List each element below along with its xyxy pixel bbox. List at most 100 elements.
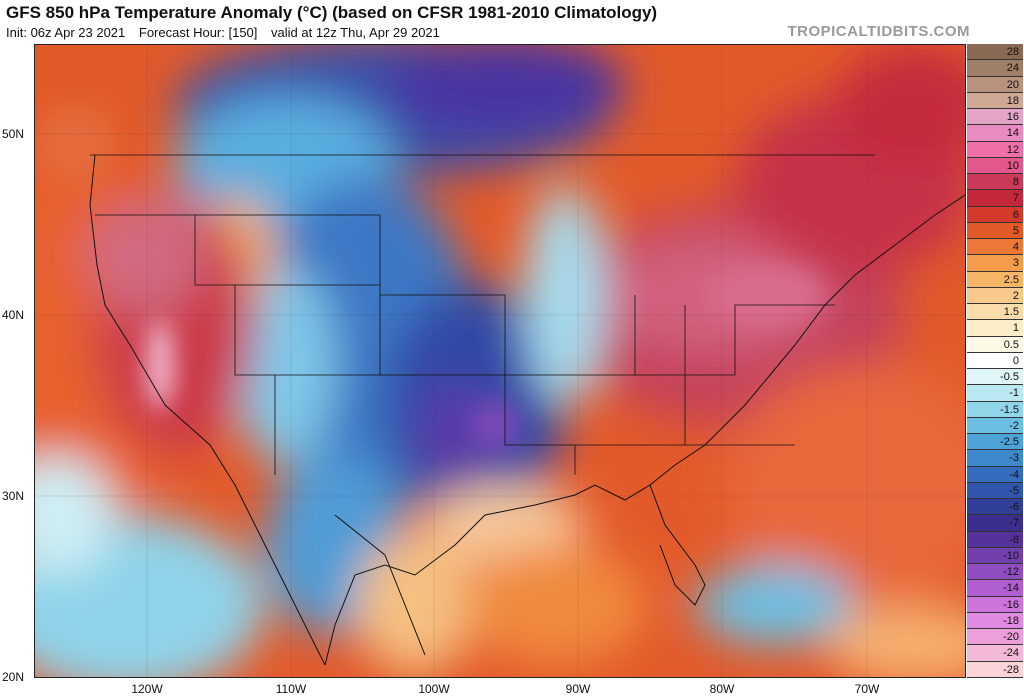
colorbar-level: 4 bbox=[967, 239, 1023, 256]
colorbar-level: 8 bbox=[967, 174, 1023, 191]
colorbar-label: 6 bbox=[1012, 208, 1019, 221]
coastline bbox=[89, 154, 965, 666]
colorbar-level: 0 bbox=[967, 352, 1023, 370]
colorbar-level: -1 bbox=[967, 385, 1023, 402]
colorbar-label: -8 bbox=[1009, 533, 1019, 546]
colorbar-level: -4 bbox=[967, 466, 1023, 483]
colorbar-label: -6 bbox=[1009, 501, 1019, 514]
colorbar-level: -20 bbox=[967, 629, 1023, 646]
colorbar-level: 14 bbox=[967, 125, 1023, 142]
colorbar-level: 2 bbox=[967, 287, 1023, 305]
colorbar-label: 2.5 bbox=[1003, 273, 1019, 286]
colorbar-level: -7 bbox=[967, 515, 1023, 532]
colorbar-level: 3 bbox=[967, 255, 1023, 272]
colorbar-level: 16 bbox=[967, 109, 1023, 126]
colorbar-label: 1.5 bbox=[1003, 306, 1019, 319]
colorbar-level: 1 bbox=[967, 320, 1023, 337]
colorbar-label: 24 bbox=[1006, 62, 1019, 75]
colorbar-level: -18 bbox=[967, 612, 1023, 630]
forecast-hour: Forecast Hour: [150] bbox=[138, 25, 258, 40]
colorbar-label: -14 bbox=[1003, 582, 1019, 595]
colorbar-label: -1 bbox=[1009, 387, 1019, 400]
colorbar-level: 0.5 bbox=[967, 336, 1023, 353]
colorbar-level: 5 bbox=[967, 222, 1023, 240]
colorbar-level: 18 bbox=[967, 92, 1023, 110]
colorbar-label: 12 bbox=[1006, 143, 1019, 156]
colorbar-level: 10 bbox=[967, 157, 1023, 175]
colorbar-level: -8 bbox=[967, 531, 1023, 548]
chart-subtitle: Init: 06z Apr 23 2021 Forecast Hour: [15… bbox=[6, 25, 450, 40]
graticule bbox=[35, 45, 965, 677]
colorbar-level: -1.5 bbox=[967, 401, 1023, 418]
colorbar-legend: 28 24 20 18 16 14 12 10 8 7 6 5 4 3 2.5 2 1.5 1 0.5 0 -0.5 -1… bbox=[967, 44, 1023, 678]
init-time: Init: 06z Apr 23 2021 bbox=[6, 25, 126, 40]
colorbar-level: 1.5 bbox=[967, 304, 1023, 321]
colorbar-label: -3 bbox=[1009, 452, 1019, 465]
colorbar-label: -2.5 bbox=[1000, 436, 1019, 449]
colorbar-label: -24 bbox=[1003, 647, 1019, 660]
colorbar-level: -14 bbox=[967, 580, 1023, 597]
colorbar-level: 2.5 bbox=[967, 271, 1023, 288]
colorbar-label: 28 bbox=[1006, 46, 1019, 58]
lon-label-80w: 80W bbox=[709, 682, 735, 696]
colorbar-label: 7 bbox=[1012, 192, 1019, 205]
colorbar-label: 3 bbox=[1012, 257, 1019, 270]
colorbar-level: -2.5 bbox=[967, 434, 1023, 451]
lon-label-120w: 120W bbox=[131, 682, 163, 696]
colorbar-label: -4 bbox=[1009, 468, 1019, 481]
lon-label-90w: 90W bbox=[565, 682, 591, 696]
colorbar-label: -18 bbox=[1003, 614, 1019, 627]
colorbar-label: 0 bbox=[1012, 354, 1019, 367]
colorbar-level: 7 bbox=[967, 190, 1023, 207]
colorbar-level: -16 bbox=[967, 596, 1023, 613]
lon-label-110w: 110W bbox=[275, 682, 307, 696]
colorbar-label: 16 bbox=[1006, 111, 1019, 124]
colorbar-level: -0.5 bbox=[967, 369, 1023, 386]
colorbar-level: 28 bbox=[967, 44, 1023, 61]
lat-label-30n: 30N bbox=[2, 489, 25, 503]
colorbar-level: 20 bbox=[967, 76, 1023, 93]
colorbar-label: -12 bbox=[1003, 566, 1019, 579]
lat-label-50n: 50N bbox=[2, 127, 25, 141]
colorbar-label: 18 bbox=[1006, 94, 1019, 107]
colorbar-level: -3 bbox=[967, 450, 1023, 467]
colorbar-level: -2 bbox=[967, 417, 1023, 435]
colorbar-label: 1 bbox=[1012, 322, 1019, 335]
colorbar-level: -24 bbox=[967, 645, 1023, 662]
colorbar-label: -0.5 bbox=[1000, 371, 1019, 384]
lon-label-70w: 70W bbox=[854, 682, 880, 696]
colorbar-label: 8 bbox=[1012, 176, 1019, 189]
colorbar-label: -28 bbox=[1003, 663, 1019, 676]
colorbar-label: -1.5 bbox=[1000, 403, 1019, 416]
lat-label-20n: 20N bbox=[2, 670, 25, 684]
state-borders bbox=[90, 154, 875, 475]
watermark: TROPICALTIDBITS.COM bbox=[787, 23, 970, 40]
lon-label-100w: 100W bbox=[418, 682, 450, 696]
colorbar-level: 12 bbox=[967, 141, 1023, 158]
valid-time: valid at 12z Thu, Apr 29 2021 bbox=[271, 25, 440, 40]
colorbar-level: 24 bbox=[967, 60, 1023, 77]
colorbar-label: -10 bbox=[1003, 549, 1019, 562]
colorbar-label: 14 bbox=[1006, 127, 1019, 140]
colorbar-label: -16 bbox=[1003, 598, 1019, 611]
colorbar-level: -12 bbox=[967, 564, 1023, 581]
colorbar-label: 4 bbox=[1012, 241, 1019, 254]
colorbar-label: -2 bbox=[1009, 419, 1019, 432]
anomaly-map[interactable] bbox=[34, 44, 966, 678]
map-canvas bbox=[35, 45, 965, 677]
lat-label-40n: 40N bbox=[2, 308, 25, 322]
colorbar-label: -5 bbox=[1009, 484, 1019, 497]
colorbar-label: -20 bbox=[1003, 631, 1019, 644]
colorbar-level: -6 bbox=[967, 499, 1023, 516]
colorbar-level: 6 bbox=[967, 206, 1023, 223]
colorbar-label: -7 bbox=[1009, 517, 1019, 530]
colorbar-label: 10 bbox=[1006, 159, 1019, 172]
colorbar-level: -28 bbox=[967, 661, 1023, 678]
colorbar-label: 20 bbox=[1006, 78, 1019, 91]
colorbar-level: -5 bbox=[967, 482, 1023, 500]
colorbar-label: 2 bbox=[1012, 289, 1019, 302]
colorbar-label: 5 bbox=[1012, 224, 1019, 237]
colorbar-level: -10 bbox=[967, 547, 1023, 565]
colorbar-label: 0.5 bbox=[1003, 338, 1019, 351]
chart-title: GFS 850 hPa Temperature Anomaly (°C) (ba… bbox=[6, 3, 658, 22]
